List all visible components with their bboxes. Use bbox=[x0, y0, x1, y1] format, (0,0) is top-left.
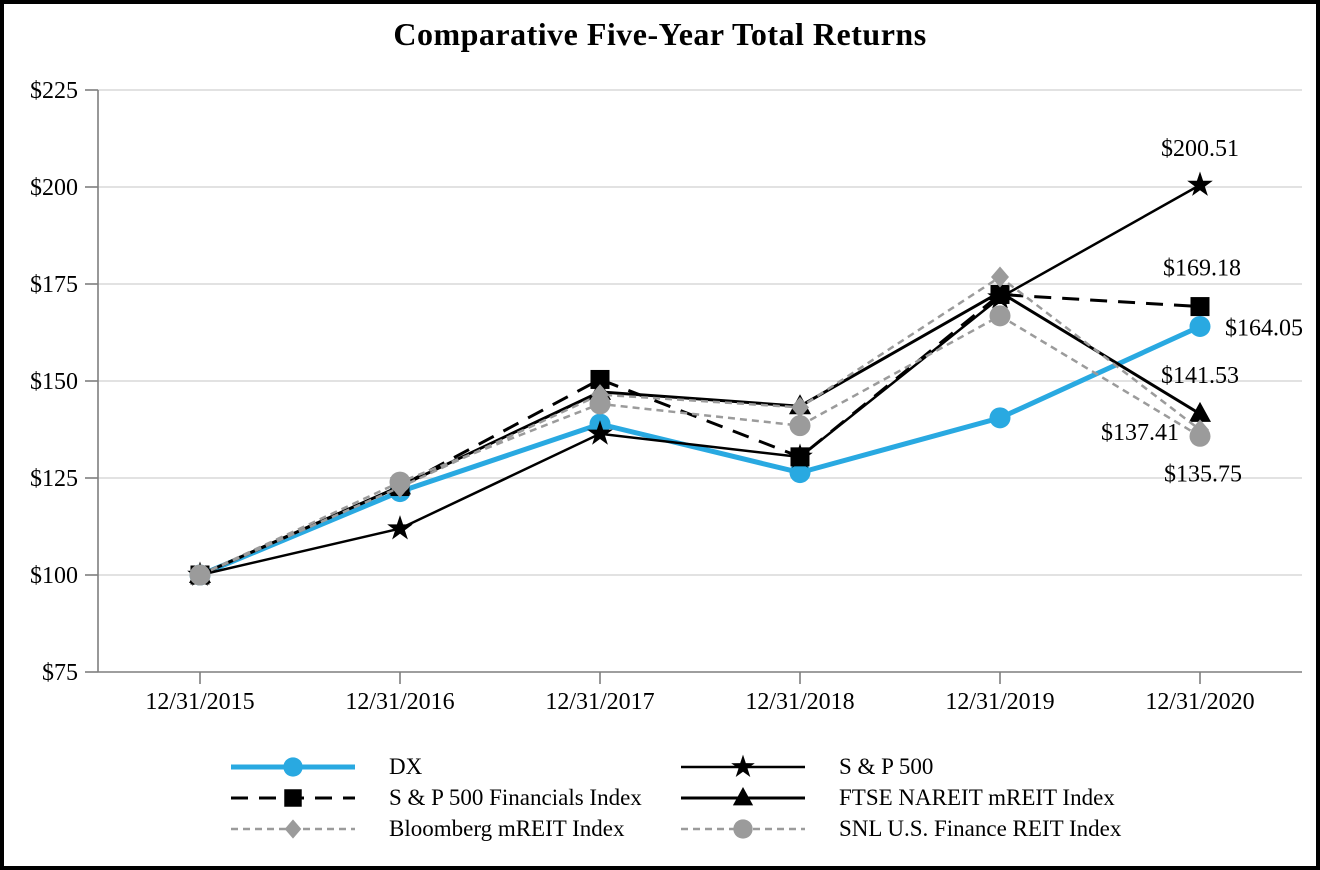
legend-marker-bloomberg bbox=[284, 818, 302, 839]
point-ftse-5 bbox=[1189, 401, 1211, 422]
legend-marker-sp500 bbox=[731, 754, 755, 777]
series-line-sp500 bbox=[199, 183, 1201, 577]
legend-marker-sp500fin bbox=[284, 788, 302, 807]
y-tick-label-75: $75 bbox=[42, 660, 78, 686]
value-label-sp500fin: $169.18 bbox=[1163, 256, 1241, 282]
legend-marker-dx bbox=[283, 756, 303, 777]
series-snl bbox=[189, 305, 1211, 586]
legend-item-bloomberg: Bloomberg mREIT Index bbox=[230, 814, 680, 844]
x-tick-label-1: 12/31/2016 bbox=[345, 689, 454, 715]
point-sp500-1 bbox=[387, 515, 413, 540]
legend-row: S & P 500 Financials Index FTSE NAREIT mR… bbox=[0, 782, 1320, 813]
y-tick-label-125: $125 bbox=[30, 466, 78, 492]
point-snl-5 bbox=[1189, 425, 1211, 447]
legend-label-snl: SNL U.S. Finance REIT Index bbox=[839, 815, 1122, 841]
value-label-snl: $135.75 bbox=[1164, 461, 1242, 487]
series-line-dx bbox=[199, 324, 1202, 578]
legend-item-dx: DX bbox=[230, 752, 680, 782]
y-tick-label-225: $225 bbox=[30, 78, 78, 104]
point-snl-3 bbox=[789, 415, 811, 437]
y-tick-label-100: $100 bbox=[30, 563, 78, 589]
point-snl-4 bbox=[989, 305, 1011, 327]
point-bloomberg-4 bbox=[991, 266, 1009, 288]
x-tick-label-2: 12/31/2017 bbox=[545, 689, 654, 715]
legend-label-sp500: S & P 500 bbox=[839, 753, 934, 779]
chart-legend: DX S & P 500 S & P 500 Financials Index FTS… bbox=[0, 751, 1320, 844]
value-label-dx: $164.05 bbox=[1225, 315, 1303, 341]
series-line-snl bbox=[199, 314, 1201, 577]
y-tick-label-175: $175 bbox=[30, 272, 78, 298]
legend-label-bloomberg: Bloomberg mREIT Index bbox=[389, 815, 625, 841]
chart-title: Comparative Five-Year Total Returns bbox=[393, 16, 927, 52]
legend-label-sp500fin: S & P 500 Financials Index bbox=[389, 784, 642, 810]
series-sp500fin bbox=[190, 284, 1210, 585]
point-sp500fin-2 bbox=[590, 369, 610, 389]
series-line-ftse bbox=[199, 290, 1201, 577]
point-sp500fin-5 bbox=[1190, 297, 1210, 317]
point-snl-0 bbox=[189, 564, 211, 586]
point-dx-3 bbox=[789, 462, 811, 484]
legend-item-sp500fin: S & P 500 Financials Index bbox=[230, 783, 680, 813]
point-sp500-2 bbox=[587, 420, 613, 445]
y-tick-label-150: $150 bbox=[30, 369, 78, 395]
x-tick-label-4: 12/31/2019 bbox=[945, 689, 1054, 715]
point-snl-1 bbox=[389, 471, 411, 493]
x-tick-label-5: 12/31/2020 bbox=[1145, 689, 1254, 715]
legend-marker-ftse bbox=[732, 786, 754, 805]
point-ftse-4 bbox=[989, 280, 1011, 301]
value-label-ftse: $141.53 bbox=[1161, 363, 1239, 389]
legend-label-dx: DX bbox=[389, 753, 423, 779]
point-dx-4 bbox=[989, 407, 1011, 429]
legend-star-icon bbox=[681, 754, 805, 777]
series-line-sp500fin bbox=[199, 292, 1201, 577]
series-bloomberg bbox=[191, 266, 1209, 586]
legend-marker-snl bbox=[733, 818, 753, 839]
legend-item-sp500: S & P 500 bbox=[680, 752, 1240, 782]
value-label-sp500: $200.51 bbox=[1161, 136, 1239, 162]
legend-circle-icon bbox=[681, 818, 805, 839]
legend-item-ftse: FTSE NAREIT mREIT Index bbox=[680, 783, 1240, 813]
y-tick-label-200: $200 bbox=[30, 175, 78, 201]
legend-square-icon bbox=[231, 788, 355, 807]
point-bloomberg-3 bbox=[791, 396, 809, 418]
point-sp500-5 bbox=[1187, 171, 1213, 196]
value-label-bloomberg: $137.41 bbox=[1101, 420, 1179, 446]
legend-item-snl: SNL U.S. Finance REIT Index bbox=[680, 814, 1240, 844]
x-tick-label-0: 12/31/2015 bbox=[145, 689, 254, 715]
point-dx-5 bbox=[1189, 315, 1211, 337]
legend-label-ftse: FTSE NAREIT mREIT Index bbox=[839, 784, 1115, 810]
series-ftse bbox=[189, 280, 1211, 583]
legend-circle-icon bbox=[231, 756, 355, 777]
legend-diamond-icon bbox=[231, 818, 355, 839]
point-sp500fin-3 bbox=[790, 447, 810, 467]
series-sp500 bbox=[187, 171, 1213, 586]
legend-row: Bloomberg mREIT Index SNL U.S. Finance RE… bbox=[0, 813, 1320, 844]
point-snl-2 bbox=[589, 393, 611, 415]
series-dx bbox=[189, 315, 1211, 586]
legend-row: DX S & P 500 bbox=[0, 751, 1320, 782]
series-line-bloomberg bbox=[199, 275, 1201, 577]
legend-triangle-icon bbox=[681, 786, 805, 805]
chart-plot-area: $75 $100 $125 $150 $175 $200 $225 12/31/2015 12/… bbox=[30, 78, 1303, 715]
x-tick-label-3: 12/31/2018 bbox=[745, 689, 854, 715]
